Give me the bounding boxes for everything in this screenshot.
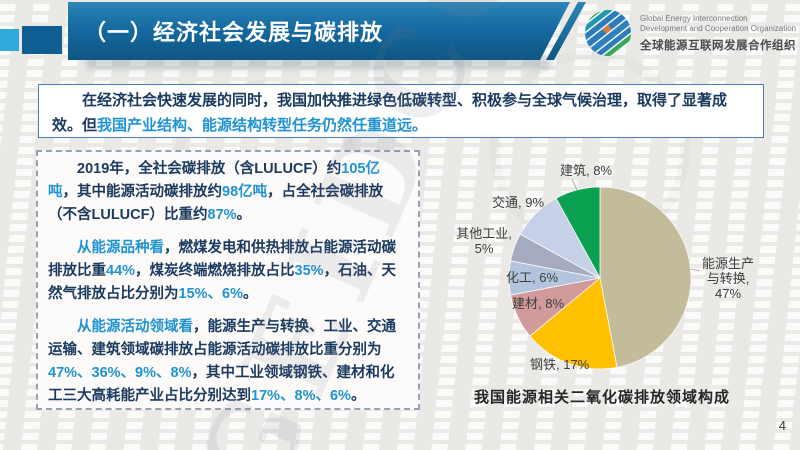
body-text: 但 — [82, 117, 98, 134]
logo-text: Global Energy Interconnection Developmen… — [640, 14, 796, 53]
slide-title: （一）经济社会发展与碳排放 — [84, 20, 384, 45]
body-text: ，燃煤发电和供热排放占能源活动碳排放比重 — [48, 240, 396, 279]
highlighted-text: 我国产业结构、能源结构转型任务仍然任重道远。 — [97, 117, 428, 134]
pie-label-4: 化工, 6% — [506, 270, 559, 285]
header-accent-square-navy — [22, 26, 62, 54]
body-text: ，占全社会碳排放（不含LULUCF）比重约 — [48, 184, 384, 223]
highlighted-text: 15%、6% — [178, 286, 243, 302]
panel-paragraph-1: 2019年，全社会碳排放（含LULUCF）约105亿吨，其中能源活动碳排放约98… — [48, 158, 408, 227]
chart-caption: 我国能源相关二氧化碳排放领域构成 — [473, 389, 730, 406]
leader-line — [571, 178, 578, 191]
logo-name-en-line1: Global Energy Interconnection — [640, 13, 748, 23]
body-text: 。 — [236, 207, 252, 223]
pie-label-2: 钢铁, 17% — [530, 357, 590, 372]
statistics-panel: 2019年，全社会碳排放（含LULUCF）约105亿吨，其中能源活动碳排放约98… — [36, 150, 420, 410]
intro-text-box: 在经济社会快速发展的同时，我国加快推进绿色低碳转型、积极参与全球气候治理，取得了… — [38, 84, 764, 138]
pie-slice-7 — [555, 186, 601, 279]
highlighted-text: 47%、36%、9%、8% — [48, 365, 192, 381]
highlighted-text: 35% — [294, 263, 324, 279]
organization-logo: Global Energy Interconnection Developmen… — [584, 9, 796, 57]
pie-slice-2 — [529, 277, 618, 370]
highlighted-text: 从能源品种看 — [77, 240, 164, 256]
pie-label-1: 能源生产与转换, 47% — [701, 256, 754, 301]
globe-icon — [584, 9, 632, 57]
highlighted-text: 从能源活动领域看 — [77, 319, 193, 335]
page-number: 4 — [778, 418, 786, 433]
leader-line — [690, 268, 701, 272]
highlighted-text: 17%、8%、6% — [251, 388, 351, 404]
pie-label-6: 交通, 9% — [492, 195, 545, 210]
highlighted-text: 98亿吨 — [222, 184, 268, 200]
body-text: ，其中工业领域钢铁、建材和化工三大高耗能产业占比分别达到 — [48, 365, 395, 404]
title-banner: （一）经济社会发展与碳排放 — [68, 2, 570, 60]
pie-slice-1 — [599, 186, 692, 368]
body-text: ，石油、天然气排放占比分别为 — [48, 263, 397, 302]
body-text: ，能源生产与转换、工业、交通运输、建筑领域碳排放占能源活动碳排放比重分别为 — [48, 319, 396, 358]
highlighted-text: 105亿吨 — [48, 161, 380, 200]
highlighted-text: 87% — [207, 207, 237, 223]
body-text: ，煤炭终端燃烧排放占比 — [135, 263, 295, 279]
pie-label-5: 其他工业, 5% — [456, 226, 512, 256]
body-text: 2019年，全社会碳排放（含LULUCF）约 — [77, 161, 342, 177]
pie-label-3: 建材, 8% — [512, 296, 565, 311]
body-text: 。 — [242, 286, 258, 302]
pie-chart-svg — [508, 178, 701, 370]
banner-shadow — [86, 59, 550, 73]
pie-label-7: 建筑, 8% — [560, 163, 613, 178]
panel-paragraph-2: 从能源品种看，燃煤发电和供热排放占能源活动碳排放比重44%，煤炭终端燃烧排放占比… — [48, 237, 408, 306]
intro-paragraph: 在经济社会快速发展的同时，我国加快推进绿色低碳转型、积极参与全球气候治理，取得了… — [52, 88, 750, 138]
logo-name-zh: 全球能源互联网发展合作组织 — [640, 39, 796, 52]
highlighted-text: 44% — [106, 263, 136, 279]
body-text: 在经济社会快速发展的同时，我国加快推进绿色低碳转型、积极参与全球气候治理，取得了… — [52, 92, 728, 134]
panel-paragraph-3: 从能源活动领域看，能源生产与转换、工业、交通运输、建筑领域碳排放占能源活动碳排放… — [48, 316, 408, 408]
body-text: 。 — [350, 388, 366, 404]
header-accent-square-cyan — [0, 29, 19, 51]
logo-name-en-line2: Development and Cooperation Organization — [640, 23, 797, 33]
body-text: ，其中能源活动碳排放约 — [62, 184, 223, 200]
